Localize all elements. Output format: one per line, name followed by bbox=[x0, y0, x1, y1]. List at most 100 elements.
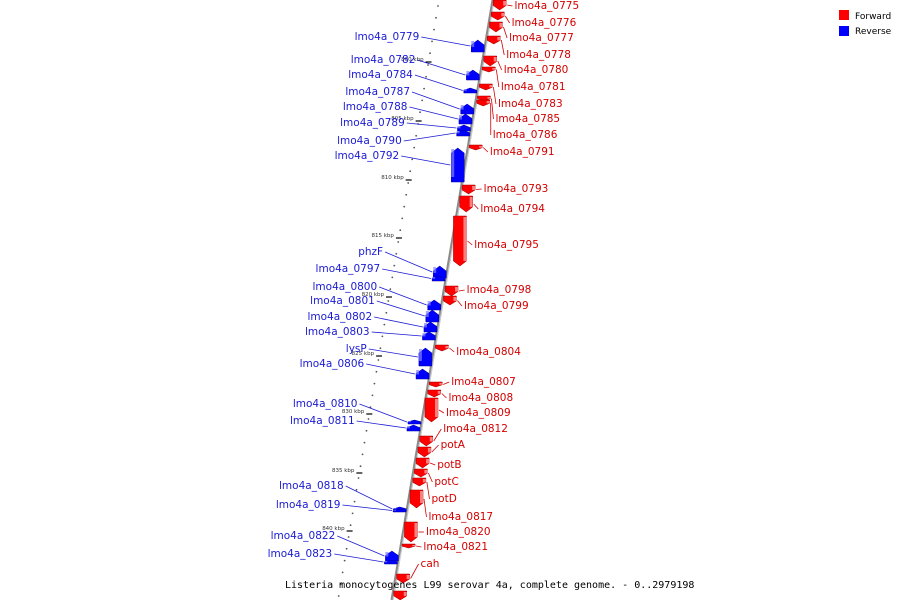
forward-gene-arrow[interactable] bbox=[409, 489, 424, 509]
forward-gene-label[interactable]: lmo4a_0786 bbox=[493, 129, 558, 141]
reverse-gene-label[interactable]: lmo4a_0784 bbox=[348, 69, 413, 81]
forward-gene-arrow[interactable] bbox=[492, 0, 507, 11]
forward-gene-arrow[interactable] bbox=[419, 435, 434, 447]
forward-gene-arrow[interactable] bbox=[404, 521, 418, 543]
forward-gene-arrow[interactable] bbox=[415, 457, 430, 469]
forward-gene-label[interactable]: potD bbox=[431, 493, 456, 505]
forward-gene-lmo4a_0817[interactable] bbox=[409, 489, 424, 509]
reverse-gene-lmo4a_0811[interactable] bbox=[406, 424, 421, 432]
forward-gene-label[interactable]: lmo4a_0775 bbox=[514, 0, 579, 12]
reverse-gene-lmo4a_0803[interactable] bbox=[422, 331, 436, 341]
forward-gene-lmo4a_0820[interactable] bbox=[404, 521, 418, 543]
forward-gene-label[interactable]: lmo4a_0807 bbox=[451, 376, 516, 388]
forward-gene-arrow[interactable] bbox=[424, 397, 439, 423]
forward-gene-lmo4a_0783[interactable] bbox=[479, 83, 493, 91]
reverse-gene-lmo4a_0800[interactable] bbox=[427, 299, 441, 311]
forward-gene-lmo4a_0795[interactable] bbox=[453, 215, 467, 267]
forward-gene-lmo4a_0775[interactable] bbox=[492, 0, 507, 11]
forward-gene-arrow[interactable] bbox=[482, 66, 496, 73]
reverse-gene-lmo4a_0790[interactable] bbox=[456, 129, 470, 137]
reverse-gene-lmo4a_0787[interactable] bbox=[460, 103, 474, 115]
forward-gene-label[interactable]: lmo4a_0778 bbox=[506, 49, 571, 61]
forward-gene-arrow[interactable] bbox=[468, 144, 483, 151]
reverse-gene-label[interactable]: phzF bbox=[358, 246, 383, 258]
reverse-gene-label[interactable]: lmo4a_0789 bbox=[340, 117, 405, 129]
forward-gene-partial[interactable] bbox=[393, 590, 408, 600]
reverse-gene-lysp[interactable] bbox=[418, 347, 433, 367]
forward-gene-label[interactable]: potB bbox=[437, 459, 461, 471]
forward-gene-label[interactable]: lmo4a_0791 bbox=[490, 146, 555, 158]
forward-gene-arrow[interactable] bbox=[461, 184, 476, 195]
forward-gene-arrow[interactable] bbox=[476, 99, 490, 107]
reverse-gene-label[interactable]: lmo4a_0790 bbox=[337, 135, 402, 147]
forward-gene-lmo4a_0799[interactable] bbox=[443, 295, 457, 306]
reverse-gene-lmo4a_0784[interactable] bbox=[463, 87, 478, 94]
reverse-gene-label[interactable]: lmo4a_0810 bbox=[293, 398, 358, 410]
forward-gene-potc[interactable] bbox=[414, 468, 428, 478]
reverse-gene-lmo4a_0801[interactable] bbox=[425, 309, 440, 323]
forward-gene-label[interactable]: lmo4a_0794 bbox=[480, 203, 545, 215]
forward-gene-label[interactable]: lmo4a_0795 bbox=[474, 239, 539, 251]
forward-gene-label[interactable]: lmo4a_0799 bbox=[464, 300, 529, 312]
forward-gene-lmo4a_0781[interactable] bbox=[482, 66, 496, 73]
reverse-gene-label[interactable]: lysP bbox=[346, 343, 367, 355]
reverse-gene-lmo4a_0788[interactable] bbox=[458, 113, 473, 125]
forward-gene-lmo4a_0808[interactable] bbox=[427, 389, 442, 398]
forward-gene-lmo4a_0807[interactable] bbox=[429, 381, 443, 388]
forward-gene-arrow[interactable] bbox=[414, 468, 428, 478]
forward-gene-lmo4a_0809[interactable] bbox=[424, 397, 439, 423]
forward-gene-arrow[interactable] bbox=[487, 35, 501, 45]
forward-gene-arrow[interactable] bbox=[443, 295, 457, 306]
reverse-gene-label[interactable]: lmo4a_0811 bbox=[290, 415, 355, 427]
forward-gene-arrow[interactable] bbox=[412, 477, 427, 487]
forward-gene-label[interactable]: lmo4a_0776 bbox=[512, 17, 577, 29]
forward-gene-arrow[interactable] bbox=[491, 11, 505, 21]
reverse-gene-lmo4a_0810[interactable] bbox=[407, 419, 422, 425]
forward-gene-label[interactable]: lmo4a_0804 bbox=[456, 346, 521, 358]
forward-gene-label[interactable]: cah bbox=[421, 558, 440, 570]
reverse-gene-label[interactable]: lmo4a_0823 bbox=[268, 548, 333, 560]
forward-gene-arrow[interactable] bbox=[401, 543, 416, 549]
forward-gene-arrow[interactable] bbox=[459, 195, 473, 213]
forward-gene-label[interactable]: potC bbox=[434, 476, 459, 488]
reverse-gene-label[interactable]: lmo4a_0803 bbox=[305, 326, 370, 338]
forward-gene-label[interactable]: lmo4a_0777 bbox=[509, 32, 574, 44]
forward-gene-label[interactable]: lmo4a_0793 bbox=[484, 183, 549, 195]
forward-gene-potd[interactable] bbox=[412, 477, 427, 487]
reverse-gene-label[interactable]: lmo4a_0788 bbox=[343, 101, 408, 113]
reverse-gene-lmo4a_0806[interactable] bbox=[415, 368, 430, 380]
forward-gene-arrow[interactable] bbox=[489, 21, 503, 33]
forward-gene-label[interactable]: lmo4a_0780 bbox=[504, 64, 569, 76]
forward-gene-pota[interactable] bbox=[417, 446, 432, 458]
forward-gene-potb[interactable] bbox=[415, 457, 430, 469]
reverse-gene-label[interactable]: lmo4a_0779 bbox=[355, 31, 420, 43]
forward-gene-label[interactable]: lmo4a_0820 bbox=[426, 526, 491, 538]
forward-gene-label[interactable]: lmo4a_0821 bbox=[423, 541, 488, 553]
forward-gene-lmo4a_0778[interactable] bbox=[487, 35, 501, 45]
reverse-gene-lmo4a_0797[interactable] bbox=[431, 275, 446, 282]
reverse-gene-lmo4a_0779[interactable] bbox=[471, 39, 485, 53]
forward-gene-lmo4a_0777[interactable] bbox=[489, 21, 503, 33]
forward-gene-label[interactable]: lmo4a_0812 bbox=[443, 423, 508, 435]
reverse-gene-lmo4a_0782[interactable] bbox=[466, 69, 480, 81]
forward-gene-lmo4a_0812[interactable] bbox=[419, 435, 434, 447]
forward-gene-arrow[interactable] bbox=[427, 389, 442, 398]
forward-gene-arrow[interactable] bbox=[453, 215, 467, 267]
forward-gene-lmo4a_0791[interactable] bbox=[468, 144, 483, 151]
forward-gene-arrow[interactable] bbox=[483, 55, 497, 67]
forward-gene-arrow[interactable] bbox=[479, 83, 493, 91]
forward-gene-arrow[interactable] bbox=[444, 285, 459, 297]
forward-gene-lmo4a_0793[interactable] bbox=[461, 184, 476, 195]
forward-gene-arrow[interactable] bbox=[429, 381, 443, 388]
forward-gene-arrow[interactable] bbox=[435, 344, 449, 352]
forward-gene-lmo4a_0794[interactable] bbox=[459, 195, 473, 213]
reverse-gene-label[interactable]: lmo4a_0819 bbox=[276, 499, 341, 511]
reverse-gene-label[interactable]: lmo4a_0802 bbox=[307, 311, 372, 323]
forward-gene-arrow[interactable] bbox=[393, 590, 408, 600]
reverse-gene-label[interactable]: lmo4a_0818 bbox=[279, 480, 344, 492]
forward-gene-label[interactable]: lmo4a_0781 bbox=[501, 81, 566, 93]
forward-gene-label[interactable]: potA bbox=[441, 439, 466, 451]
forward-gene-label[interactable]: lmo4a_0785 bbox=[495, 113, 560, 125]
forward-gene-lmo4a_0780[interactable] bbox=[483, 55, 497, 67]
reverse-gene-label[interactable]: lmo4a_0806 bbox=[300, 358, 365, 370]
